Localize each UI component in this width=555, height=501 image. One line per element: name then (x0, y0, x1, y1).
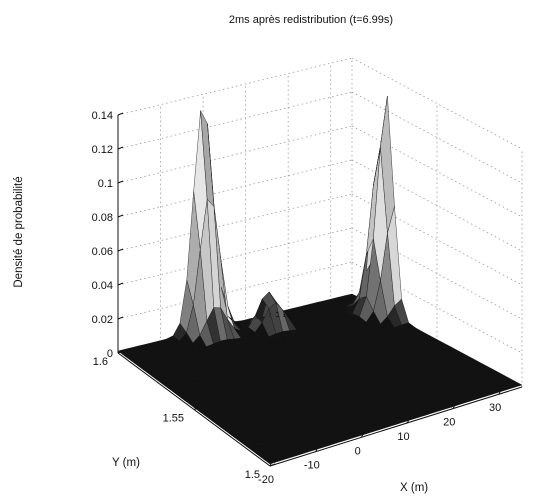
x-tick-mark (315, 446, 319, 452)
x-tick-label: 30 (489, 402, 501, 414)
x-axis-line (269, 386, 523, 467)
z-tick-label: 0.08 (92, 212, 113, 224)
y-tick-mark (193, 407, 200, 410)
grid-line (117, 193, 353, 252)
chart-title: 2ms après redistribution (t=6.99s) (229, 14, 393, 26)
grid-line (351, 125, 523, 218)
y-tick-label: 1.6 (93, 356, 108, 368)
z-tick-label: 0.04 (92, 280, 113, 292)
z-tick-mark (117, 316, 124, 320)
x-tick-label: -10 (304, 460, 320, 472)
z-axis-label: Densité de probabilité (13, 176, 25, 287)
y-axis-label: Y (m) (112, 457, 140, 469)
y-tick-mark (117, 350, 124, 354)
z-tick-label: 0 (107, 348, 113, 360)
z-tick-mark (117, 282, 124, 286)
z-tick-label: 0.1 (98, 178, 113, 190)
x-tick-label: 20 (443, 417, 455, 429)
z-tick-label: 0.02 (92, 314, 113, 326)
z-tick-mark (117, 112, 124, 116)
y-tick-mark (269, 463, 276, 467)
z-tick-mark (117, 180, 124, 184)
grid-line (117, 227, 353, 286)
surface-patch (506, 380, 523, 388)
grid-line (351, 57, 523, 150)
z-tick-mark (117, 146, 124, 150)
grid-line (117, 57, 353, 116)
x-tick-label: 10 (397, 431, 409, 443)
y-tick-label: 1.5 (245, 469, 260, 481)
z-tick-label: 0.06 (92, 246, 113, 258)
x-tick-mark (406, 417, 410, 424)
grid-line (117, 91, 353, 150)
z-tick-mark (117, 248, 124, 252)
x-tick-label: 0 (355, 445, 361, 457)
x-axis-label: X (m) (400, 482, 428, 494)
grid-line (117, 125, 353, 184)
tick-labels: 0 0.02 0.04 0.06 0.08 0.1 0.12 0.14 -20 -10 0 10 20 3… (92, 110, 502, 486)
y-tick-label: 1.55 (163, 413, 184, 425)
x-tick-mark (452, 403, 456, 409)
z-tick-mark (117, 214, 124, 218)
z-tick-label: 0.12 (92, 144, 113, 156)
probability-surface (117, 96, 523, 465)
x-tick-mark (498, 388, 502, 395)
z-tick-label: 0.14 (92, 110, 113, 122)
grid-line (351, 91, 523, 184)
grid-line (117, 159, 353, 218)
x-tick-mark (361, 432, 365, 438)
x-tick-mark (269, 460, 273, 467)
x-tick-label: -20 (258, 474, 274, 486)
